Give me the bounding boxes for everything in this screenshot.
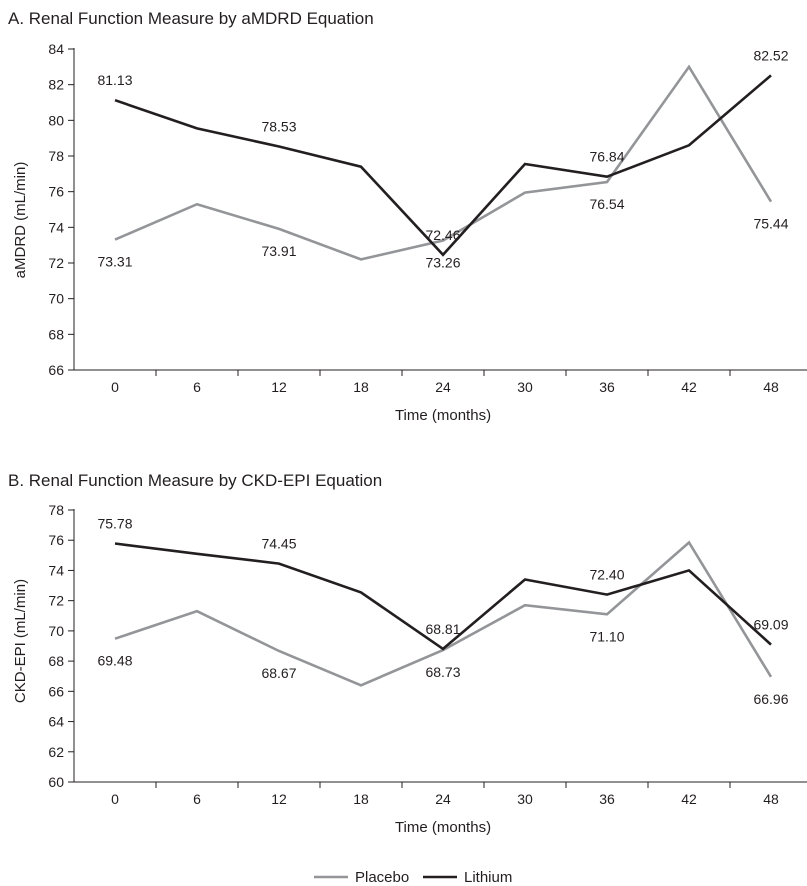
panel-a-title: A. Renal Function Measure by aMDRD Equat… xyxy=(8,9,374,28)
panel-b-y-tick-label: 72 xyxy=(48,593,64,609)
panel-b-data-label-lithium: 74.45 xyxy=(261,536,296,552)
panel-b-x-tick-label: 6 xyxy=(193,791,201,807)
panel-b-y-tick-label: 62 xyxy=(48,744,64,760)
panel-a-plot: 66 68 70 72 74 76 78 80 82 84 0 6 12 18 24 30 36 42 48 73.3… xyxy=(48,41,807,395)
panel-b-y-tick-label: 74 xyxy=(48,562,64,578)
panel-a-x-tick-label: 12 xyxy=(271,379,287,395)
panel-a-y-tick-label: 76 xyxy=(48,184,64,200)
panel-a-data-label-placebo: 73.26 xyxy=(425,255,460,271)
panel-b-data-label-placebo: 68.67 xyxy=(261,665,296,681)
panel-a-x-tick-label: 36 xyxy=(599,379,615,395)
panel-a-y-tick-label: 72 xyxy=(48,255,64,271)
panel-b-x-tick-label: 24 xyxy=(435,791,451,807)
panel-b-y-tick-label: 68 xyxy=(48,653,64,669)
panel-b-data-label-placebo: 71.10 xyxy=(589,628,624,644)
panel-b-y-tick-label: 66 xyxy=(48,683,64,699)
panel-a-data-label-lithium: 82.52 xyxy=(753,47,788,63)
panel-a-series-line-lithium xyxy=(114,74,772,257)
panel-a-data-label-placebo: 73.91 xyxy=(261,243,296,259)
panel-a: A. Renal Function Measure by aMDRD Equat… xyxy=(8,9,807,424)
panel-a-x-tick-label: 24 xyxy=(435,379,451,395)
panel-b-data-label-lithium: 75.78 xyxy=(97,516,132,532)
panel-b-x-tick-label: 30 xyxy=(517,791,533,807)
panel-b-data-label-placebo: 69.48 xyxy=(97,653,132,669)
panel-a-data-label-placebo: 75.44 xyxy=(753,216,788,232)
panel-a-y-tick-label: 66 xyxy=(48,362,64,378)
panel-a-data-label-lithium: 81.13 xyxy=(97,72,132,88)
panel-b-y-tick-label: 70 xyxy=(48,623,64,639)
panel-a-data-label-lithium: 72.46 xyxy=(425,227,460,243)
legend: Placebo Lithium xyxy=(314,869,512,886)
panel-a-data-label-placebo: 73.31 xyxy=(97,254,132,270)
panel-b-series-line-lithium xyxy=(114,542,772,651)
panel-b-y-tick-label: 64 xyxy=(48,714,64,730)
panel-b-x-tick-label: 48 xyxy=(763,791,779,807)
panel-b-title: B. Renal Function Measure by CKD-EPI Equ… xyxy=(8,471,382,490)
panel-a-y-tick-label: 74 xyxy=(48,219,64,235)
panel-a-y-tick-label: 80 xyxy=(48,112,64,128)
panel-b-data-label-lithium: 69.09 xyxy=(753,617,788,633)
panel-a-data-label-lithium: 78.53 xyxy=(261,119,296,135)
panel-a-y-tick-label: 78 xyxy=(48,148,64,164)
panel-a-x-tick-label: 48 xyxy=(763,379,779,395)
panel-b-data-label-lithium: 72.40 xyxy=(589,567,624,583)
panel-b-data-label-placebo: 68.73 xyxy=(425,664,460,680)
legend-label-lithium: Lithium xyxy=(464,869,512,886)
panel-a-x-tick-label: 18 xyxy=(353,379,369,395)
panel-b-x-tick-label: 42 xyxy=(681,791,697,807)
panel-b-y-axis-label: CKD-EPI (mL/min) xyxy=(12,579,29,703)
panel-a-y-tick-label: 70 xyxy=(48,291,64,307)
panel-b-data-label-placebo: 66.96 xyxy=(753,691,788,707)
panel-b: B. Renal Function Measure by CKD-EPI Equ… xyxy=(8,471,807,836)
panel-b-y-tick-label: 60 xyxy=(48,774,64,790)
panel-b-x-axis-label: Time (months) xyxy=(395,819,491,836)
panel-b-x-tick-label: 18 xyxy=(353,791,369,807)
panel-a-x-tick-label: 6 xyxy=(193,379,201,395)
panel-a-x-tick-label: 42 xyxy=(681,379,697,395)
panel-b-plot: 60 62 64 66 68 70 72 74 76 78 0 6 12 18 24 30 36 42 48 69.4… xyxy=(48,502,807,807)
panel-a-data-label-placebo: 76.54 xyxy=(589,196,624,212)
legend-label-placebo: Placebo xyxy=(355,869,409,886)
panel-a-x-axis-label: Time (months) xyxy=(395,407,491,424)
panel-b-x-tick-label: 12 xyxy=(271,791,287,807)
panel-a-y-axis-label: aMDRD (mL/min) xyxy=(12,162,29,279)
panel-b-data-label-lithium: 68.81 xyxy=(425,621,460,637)
panel-a-y-tick-label: 84 xyxy=(48,41,64,57)
panel-a-y-tick-label: 82 xyxy=(48,77,64,93)
panel-b-x-tick-label: 36 xyxy=(599,791,615,807)
panel-a-series-line-placebo xyxy=(114,64,773,261)
panel-a-x-tick-label: 30 xyxy=(517,379,533,395)
panel-a-x-tick-label: 0 xyxy=(111,379,119,395)
panel-b-x-tick-label: 0 xyxy=(111,791,119,807)
panel-a-data-label-lithium: 76.84 xyxy=(589,149,624,165)
panel-b-y-tick-label: 76 xyxy=(48,532,64,548)
panel-b-y-tick-label: 78 xyxy=(48,502,64,518)
panel-a-y-tick-label: 68 xyxy=(48,326,64,342)
